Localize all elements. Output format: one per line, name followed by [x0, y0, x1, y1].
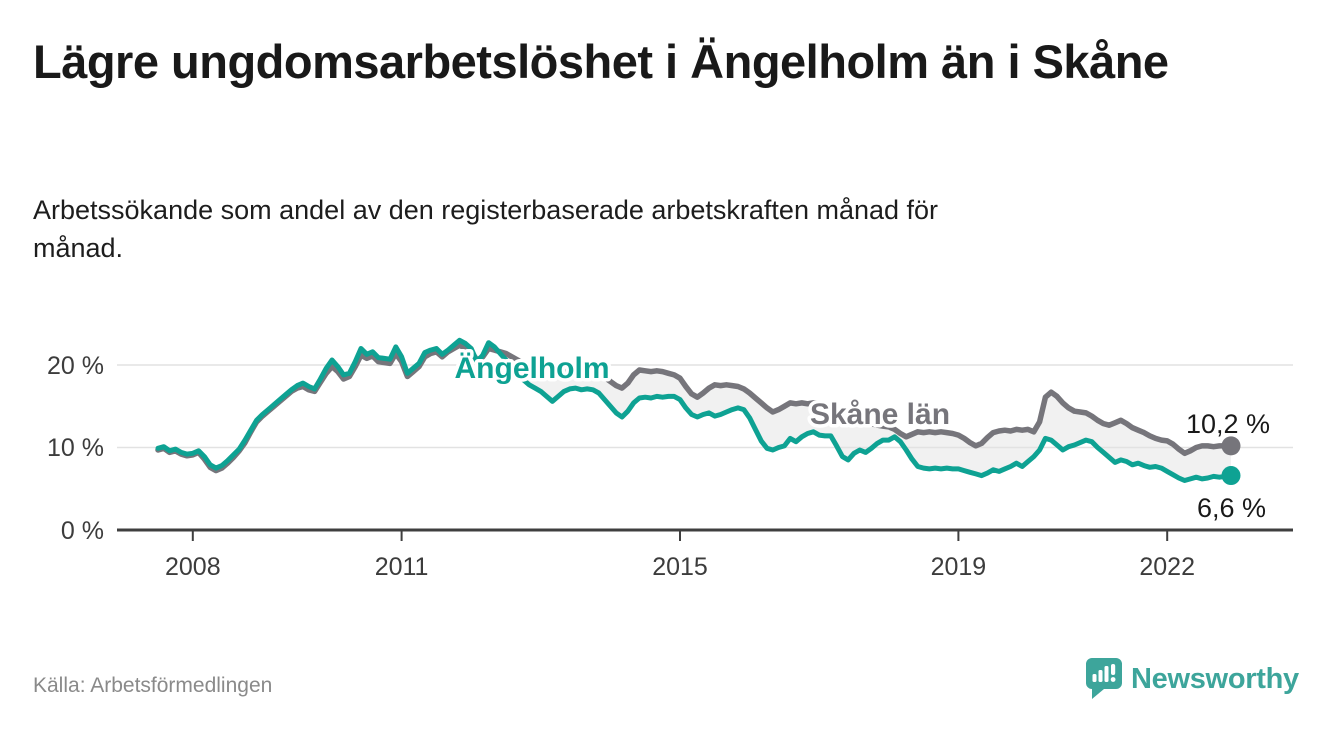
end-value-skane-lan: 10,2 % [1186, 409, 1270, 439]
end-dot-skane-lan [1221, 436, 1241, 456]
series-band-fill [158, 340, 1231, 481]
logo-bar-1 [1092, 674, 1097, 682]
speech-bubble-shape [1086, 658, 1122, 699]
end-value-angelholm: 6,6 % [1197, 493, 1266, 523]
brand-name: Newsworthy [1131, 662, 1299, 695]
x-tick-label-2008: 2008 [165, 553, 221, 581]
newsworthy-logo-icon [1086, 658, 1122, 700]
page-title: Lägre ungdomsarbetslöshet i Ängelholm än… [33, 35, 1169, 88]
logo-bar-2 [1098, 670, 1103, 682]
page-subtitle: Arbetssökande som andel av den registerb… [33, 195, 939, 263]
y-tick-label-20: 20 % [47, 352, 104, 380]
series-label-angelholm: Ängelholm [455, 352, 610, 385]
line-angelholm [155, 337, 1234, 483]
x-tick-label-2011: 2011 [375, 553, 429, 581]
end-dot-angelholm [1221, 466, 1241, 486]
y-tick-label-0: 0 % [61, 517, 104, 545]
logo-exclamation-stem [1111, 664, 1116, 675]
x-tick-label-2015: 2015 [652, 553, 708, 581]
line-skane-lan [155, 342, 1234, 474]
series-label-skane-lan: Skåne län [810, 398, 950, 431]
newsworthy-brand: Newsworthy [1086, 656, 1299, 702]
y-tick-label-10: 10 % [47, 434, 104, 462]
source-note: Källa: Arbetsförmedlingen [33, 674, 273, 697]
x-tick-label-2019: 2019 [931, 553, 987, 581]
logo-exclamation-dot [1110, 677, 1116, 682]
x-tick-label-2022: 2022 [1139, 553, 1195, 581]
logo-bar-3 [1104, 666, 1109, 682]
